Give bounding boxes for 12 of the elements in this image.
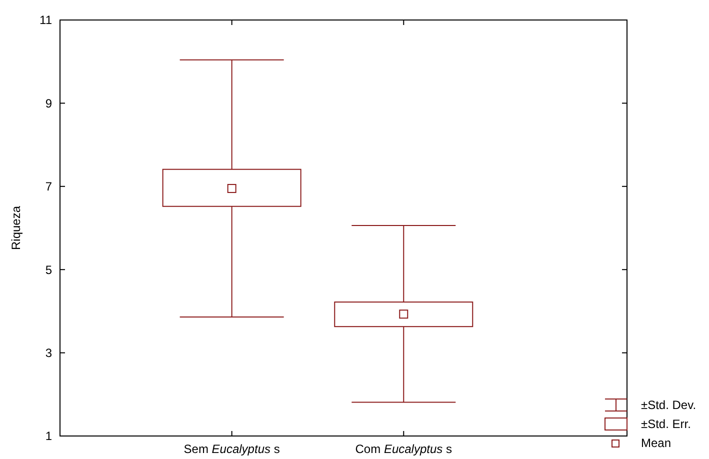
y-tick-label: 9: [45, 96, 52, 110]
y-axis-title: Riqueza: [9, 206, 23, 250]
y-tick-label: 11: [40, 13, 52, 28]
x-tick-label: Sem Eucalyptus s: [184, 442, 280, 456]
y-tick-label: 7: [45, 180, 52, 194]
x-tick-label: Com Eucalyptus s: [355, 442, 452, 456]
text: Mean: [641, 436, 672, 450]
text: ±Std. Err.: [641, 417, 691, 432]
y-tick-label: 3: [45, 346, 52, 360]
y-tick-label: 5: [45, 262, 52, 277]
text: ±Std. Dev.: [641, 398, 696, 412]
y-tick-label: 1: [45, 429, 52, 444]
